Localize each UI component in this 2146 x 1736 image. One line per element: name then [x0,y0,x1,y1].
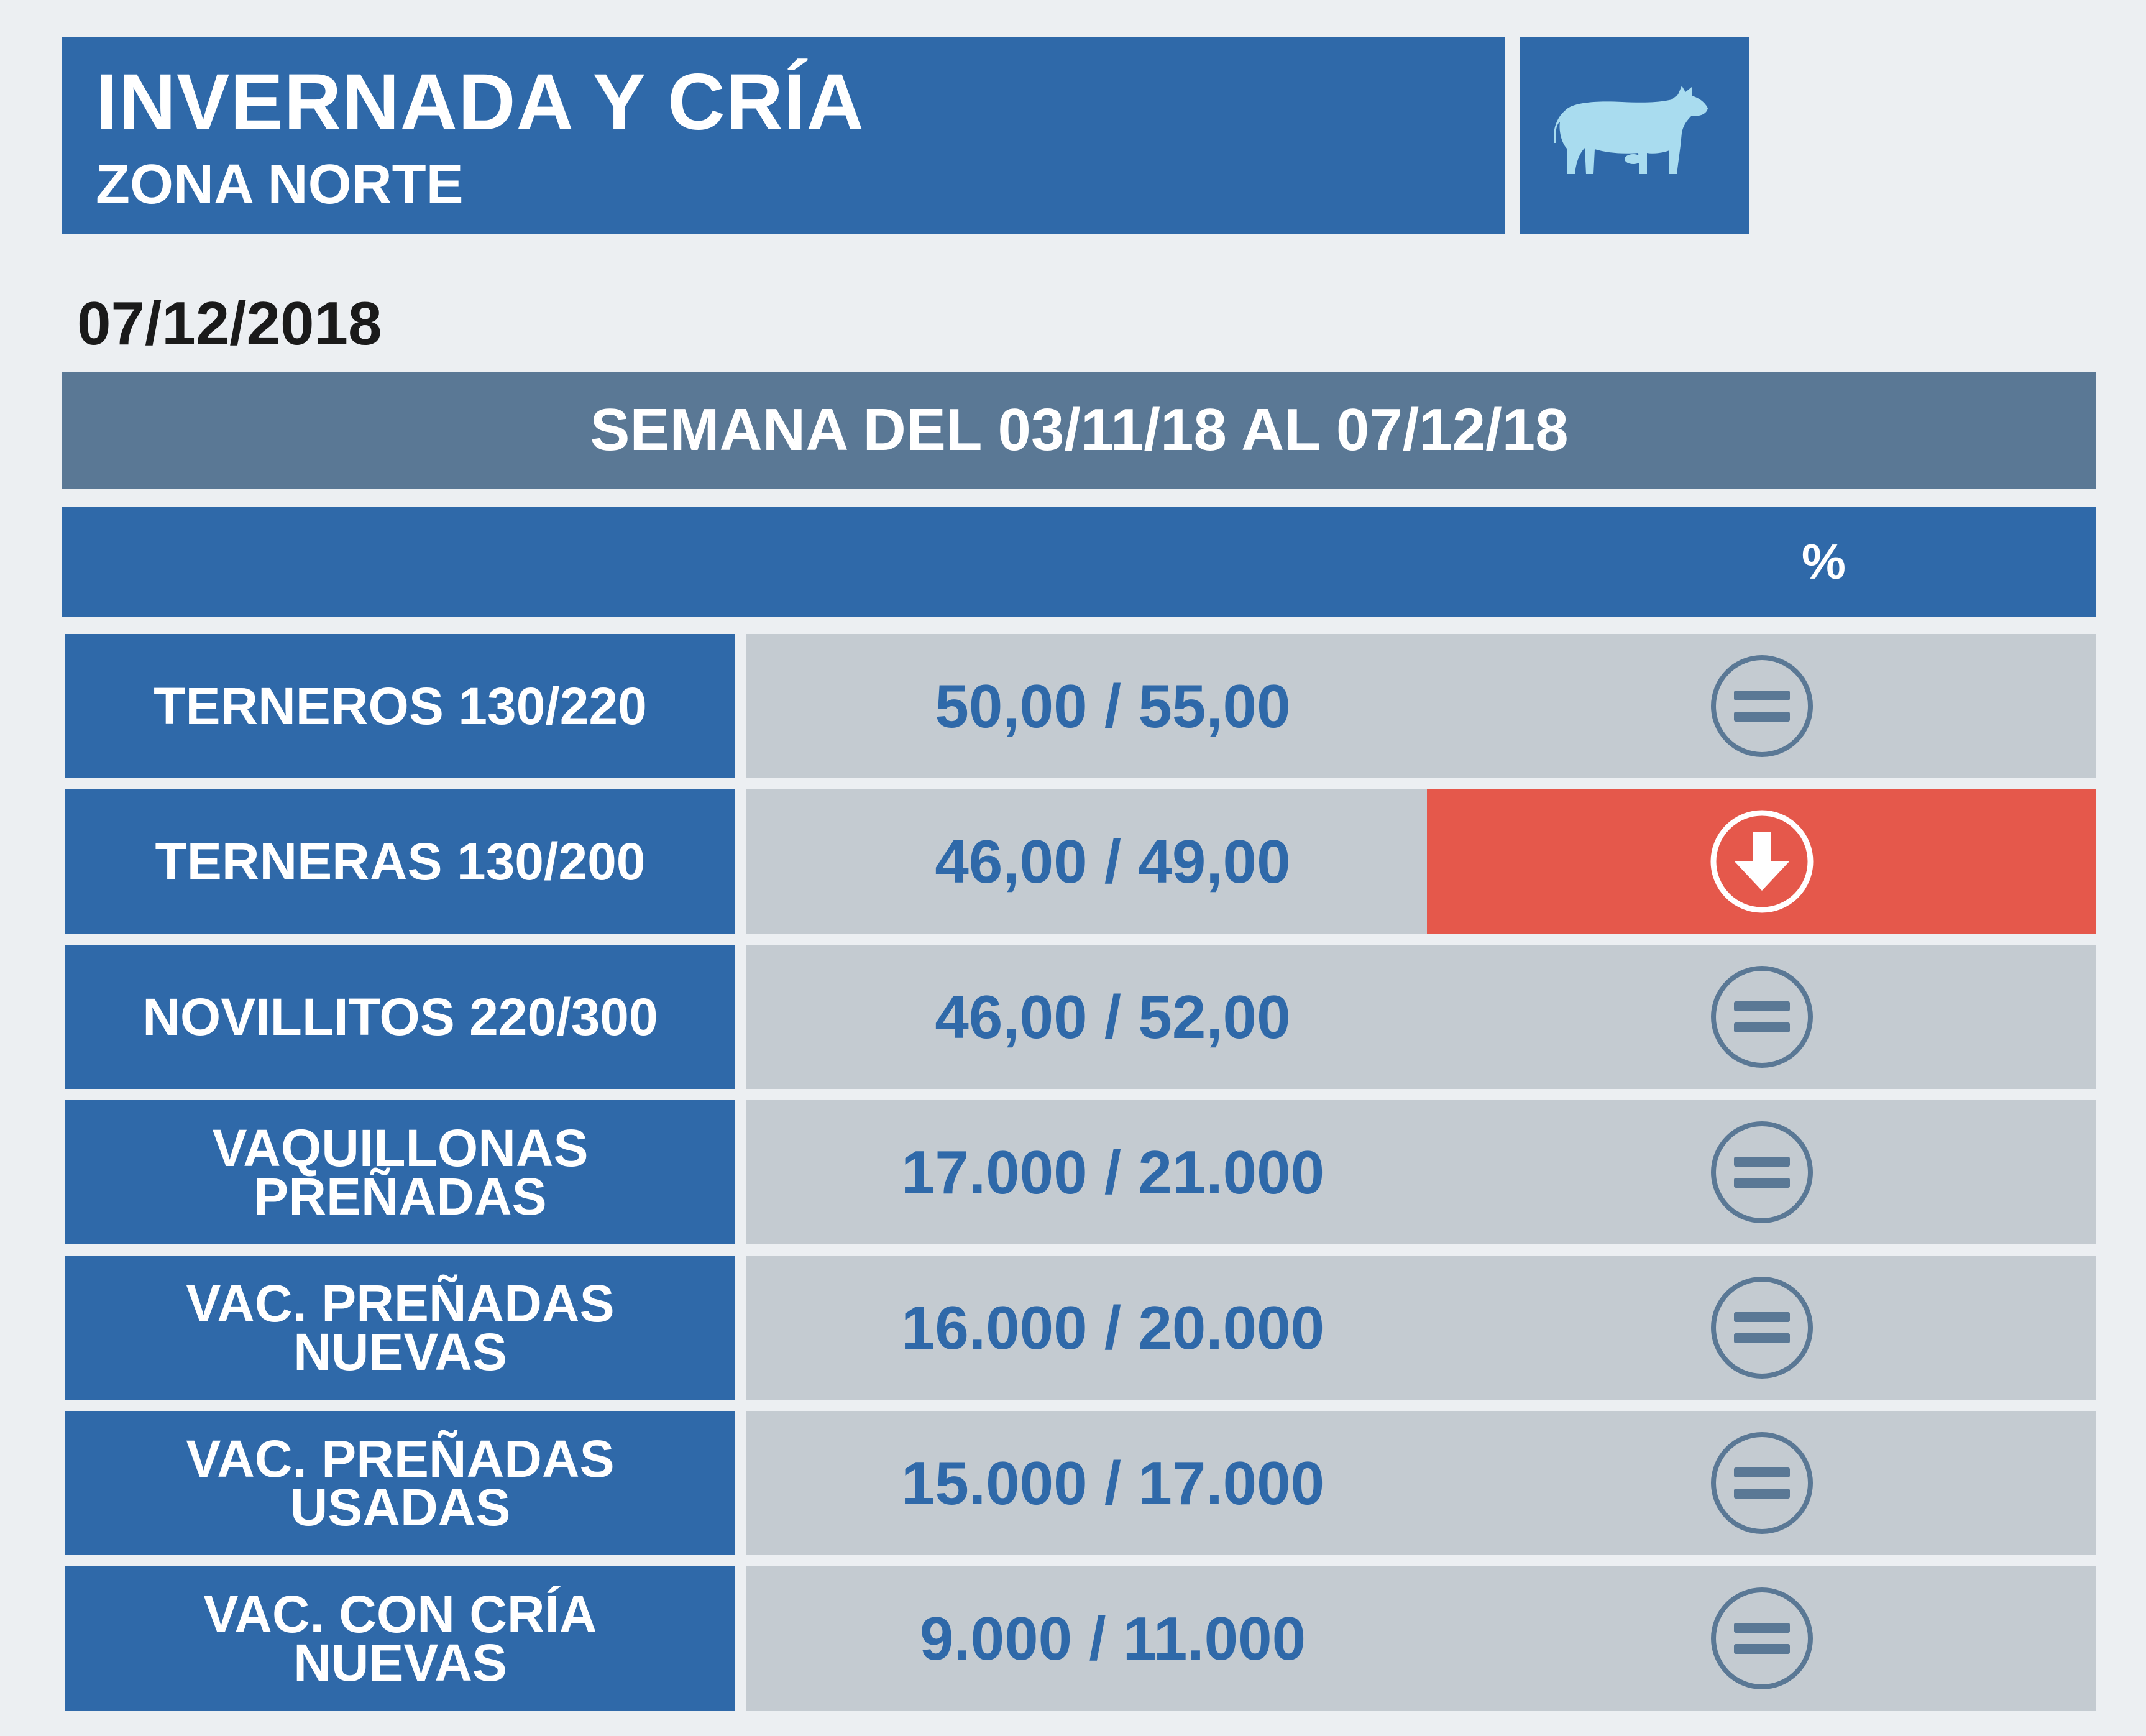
row-label-line-2: NUEVAS [293,1633,507,1692]
row-price-range: 9.000 / 11.000 [746,1566,1480,1711]
table-row: TERNEROS 130/220 50,00 / 55,00 [65,634,2096,778]
equal-icon [1710,966,1813,1068]
row-label-line-1: TERNERAS 130/200 [155,832,646,891]
row-label: NOVILLITOS 220/300 [65,945,735,1089]
row-label: TERNERAS 130/200 [65,789,735,934]
report-date: 07/12/2018 [77,289,382,357]
trend-cell [1427,1411,2096,1555]
table-row: VAQUILLONAS PREÑADAS 17.000 / 21.000 [65,1100,2096,1244]
row-label: VAC. CON CRÍA NUEVAS [65,1566,735,1711]
row-label-line-2: PREÑADAS [254,1167,547,1226]
trend-cell [1427,945,2096,1089]
trend-cell [1427,1256,2096,1400]
row-label: TERNEROS 130/220 [65,634,735,778]
trend-cell [1427,1566,2096,1711]
table-row: VAC. PREÑADAS USADAS 15.000 / 17.000 [65,1411,2096,1555]
row-label-line-1: NOVILLITOS 220/300 [142,987,658,1046]
table-row: NOVILLITOS 220/300 46,00 / 52,00 [65,945,2096,1089]
cow-icon-box [1520,37,1749,234]
row-label-line-2: USADAS [290,1478,511,1536]
row-label: VAQUILLONAS PREÑADAS [65,1100,735,1244]
trend-cell [1427,789,2096,934]
trend-cell [1427,634,2096,778]
equal-icon [1710,1587,1813,1689]
row-label-line-1: VAQUILLONAS [212,1119,589,1177]
week-banner: SEMANA DEL 03/11/18 AL 07/12/18 [62,372,2096,489]
table-column-header: % [62,507,2096,617]
row-price-range: 17.000 / 21.000 [746,1100,1480,1244]
row-price-range: 46,00 / 52,00 [746,945,1480,1089]
row-label: VAC. PREÑADAS USADAS [65,1411,735,1555]
row-label-line-1: VAC. PREÑADAS [186,1274,615,1333]
row-price-range: 46,00 / 49,00 [746,789,1480,934]
table-row: TERNERAS 130/200 46,00 / 49,00 [65,789,2096,934]
row-label-line-1: VAC. PREÑADAS [186,1430,615,1488]
row-price-range: 15.000 / 17.000 [746,1411,1480,1555]
cow-icon [1554,86,1708,174]
trend-cell [1427,1100,2096,1244]
row-label-line-1: VAC. CON CRÍA [203,1585,597,1643]
page-title: INVERNADA Y CRÍA [96,58,864,147]
table-row: VAC. PREÑADAS NUEVAS 16.000 / 20.000 [65,1256,2096,1400]
arrow-down-icon [1710,810,1813,913]
row-label-line-1: TERNEROS 130/220 [154,676,647,735]
row-label-line-2: NUEVAS [293,1323,507,1381]
equal-icon [1710,1121,1813,1223]
equal-icon [1710,655,1813,757]
table-row: VAC. CON CRÍA NUEVAS 9.000 / 11.000 [65,1566,2096,1711]
title-banner: INVERNADA Y CRÍA ZONA NORTE [62,37,1505,234]
equal-icon [1710,1277,1813,1379]
row-label: VAC. PREÑADAS NUEVAS [65,1256,735,1400]
row-price-range: 50,00 / 55,00 [746,634,1480,778]
page-subtitle: ZONA NORTE [96,154,464,216]
equal-icon [1710,1432,1813,1534]
percent-column-header: % [1801,534,1846,589]
row-price-range: 16.000 / 20.000 [746,1256,1480,1400]
